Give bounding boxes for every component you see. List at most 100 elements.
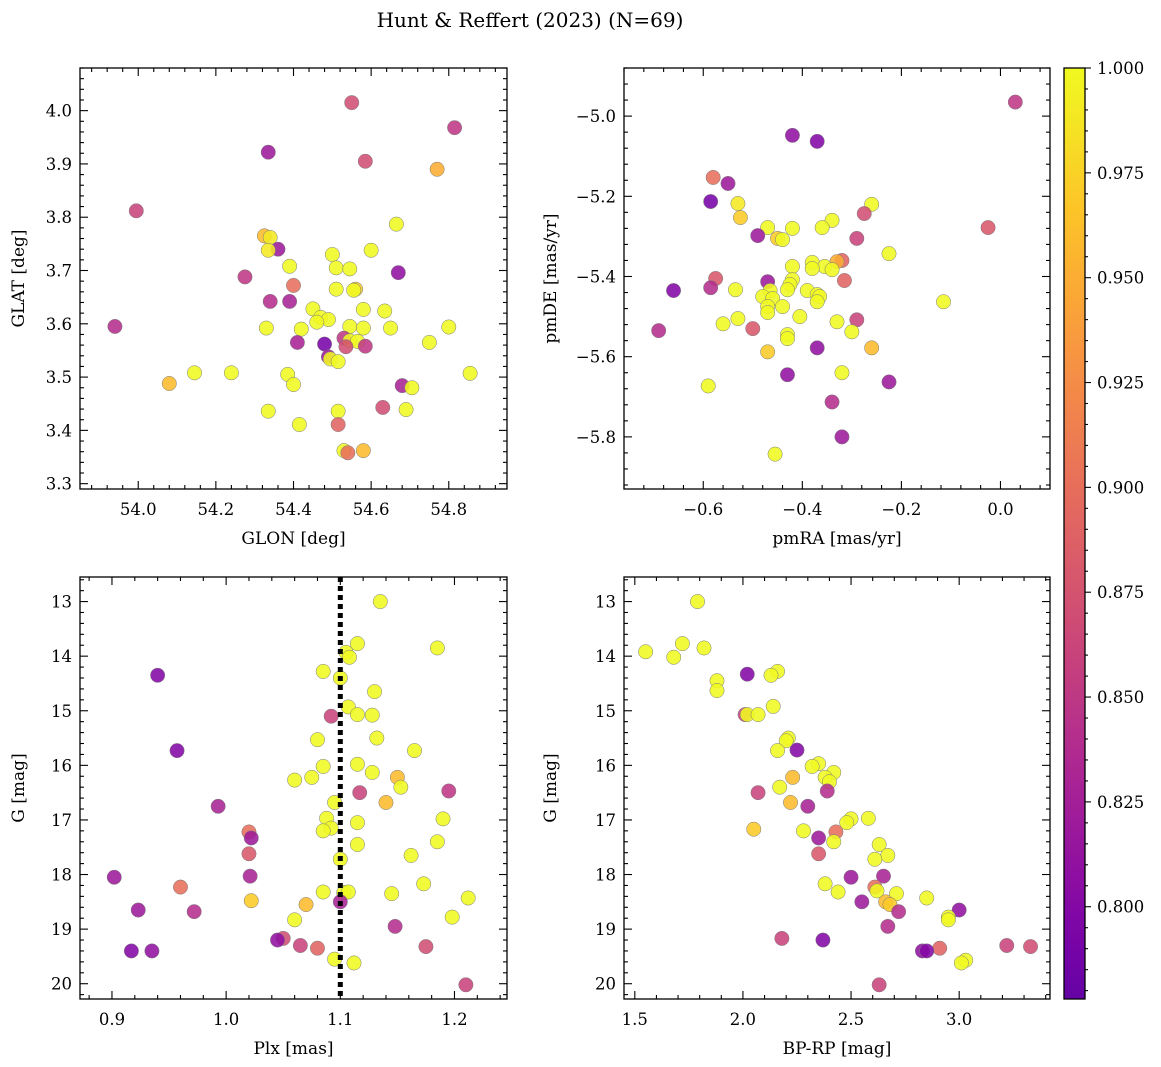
data-point bbox=[849, 230, 865, 246]
colorbar-tick-label: 0.925 bbox=[1097, 374, 1144, 393]
data-point bbox=[324, 247, 340, 262]
data-point bbox=[130, 902, 146, 918]
y-tick-label: −5.0 bbox=[576, 107, 616, 126]
data-point bbox=[346, 955, 362, 971]
colorbar-tick-label: 0.950 bbox=[1097, 269, 1144, 288]
data-point bbox=[107, 319, 123, 334]
data-point bbox=[932, 940, 948, 956]
plot-area bbox=[624, 68, 1050, 489]
data-point bbox=[315, 823, 331, 839]
data-point bbox=[462, 365, 478, 381]
data-point bbox=[817, 876, 833, 892]
y-tick-label: 3.4 bbox=[46, 421, 72, 440]
data-point bbox=[815, 932, 831, 948]
data-point bbox=[363, 242, 379, 258]
data-point bbox=[770, 743, 785, 759]
data-point bbox=[750, 707, 766, 723]
data-point bbox=[1023, 939, 1038, 955]
ticks: 1.5 2.0 2.5 3.0 13 14 15 16 17 18 19 20 bbox=[595, 577, 1050, 1029]
x-tick-label: 1.1 bbox=[327, 1010, 353, 1029]
data-point bbox=[792, 309, 808, 325]
points bbox=[106, 594, 476, 993]
data-point bbox=[856, 206, 872, 221]
data-point bbox=[826, 834, 842, 850]
data-point bbox=[867, 851, 883, 867]
data-point bbox=[767, 446, 783, 462]
data-point bbox=[357, 153, 373, 169]
data-point bbox=[150, 667, 166, 683]
data-point bbox=[293, 321, 309, 337]
figure-title: Hunt & Reffert (2023) (N=69) bbox=[377, 8, 684, 32]
y-tick-label: −5.2 bbox=[576, 187, 616, 206]
colorbar-tick-label: 0.825 bbox=[1097, 793, 1144, 812]
y-tick-label: 16 bbox=[595, 756, 616, 775]
y-axis-label: G [mag] bbox=[9, 753, 29, 822]
data-point bbox=[953, 955, 969, 971]
y-tick-label: 20 bbox=[595, 975, 616, 994]
data-point bbox=[834, 365, 850, 381]
data-point bbox=[919, 943, 935, 959]
colorbar-tick-label: 0.850 bbox=[1097, 688, 1144, 707]
data-point bbox=[349, 756, 365, 772]
y-tick-label: 14 bbox=[595, 647, 616, 666]
data-point bbox=[1007, 94, 1023, 110]
data-point bbox=[804, 261, 820, 276]
y-tick-label: 15 bbox=[51, 702, 72, 721]
data-point bbox=[291, 417, 307, 432]
x-tick-label: 1.2 bbox=[441, 1010, 467, 1029]
data-point bbox=[144, 943, 160, 959]
x-tick-label: 2.5 bbox=[838, 1010, 864, 1029]
colorbar-tick-label: 0.800 bbox=[1097, 898, 1144, 917]
data-point bbox=[864, 340, 880, 356]
data-point bbox=[123, 943, 139, 959]
data-point bbox=[282, 293, 298, 309]
data-point bbox=[824, 262, 840, 278]
data-point bbox=[364, 764, 380, 780]
data-point bbox=[262, 293, 278, 309]
data-point bbox=[811, 846, 827, 862]
data-point bbox=[809, 294, 825, 310]
data-point bbox=[732, 210, 748, 226]
data-point bbox=[315, 758, 331, 774]
data-point bbox=[750, 785, 766, 801]
y-tick-label: −5.8 bbox=[576, 428, 616, 447]
data-point bbox=[775, 299, 790, 315]
data-point bbox=[187, 365, 202, 381]
data-point bbox=[315, 884, 331, 900]
data-point bbox=[128, 203, 144, 219]
y-tick-label: 19 bbox=[51, 920, 72, 939]
y-tick-label: 17 bbox=[595, 811, 616, 830]
data-point bbox=[323, 708, 339, 724]
data-point bbox=[760, 344, 776, 360]
data-point bbox=[739, 666, 755, 682]
x-tick-label: 54.0 bbox=[120, 500, 157, 519]
data-point bbox=[330, 417, 346, 432]
data-point bbox=[638, 644, 654, 660]
data-point bbox=[237, 269, 253, 285]
y-tick-label: 18 bbox=[51, 866, 72, 885]
y-tick-label: 3.7 bbox=[46, 262, 72, 281]
data-point bbox=[298, 897, 314, 913]
data-point bbox=[407, 743, 422, 759]
data-point bbox=[881, 246, 897, 262]
x-axis-label: Plx [mas] bbox=[253, 1039, 333, 1059]
data-point bbox=[355, 320, 371, 336]
data-point bbox=[881, 374, 897, 390]
y-axis-label: G [mag] bbox=[541, 753, 561, 822]
data-point bbox=[705, 170, 721, 185]
data-point bbox=[340, 884, 356, 900]
data-point bbox=[844, 324, 860, 340]
data-point bbox=[880, 918, 896, 934]
data-point bbox=[349, 636, 365, 652]
data-point bbox=[871, 837, 887, 852]
y-tick-label: 16 bbox=[51, 756, 72, 775]
data-point bbox=[800, 798, 816, 814]
data-point bbox=[784, 259, 800, 274]
data-point bbox=[829, 314, 845, 330]
data-point bbox=[282, 258, 298, 274]
data-point bbox=[346, 282, 362, 298]
data-point bbox=[441, 783, 457, 799]
data-point bbox=[730, 196, 746, 211]
data-point bbox=[709, 683, 725, 699]
data-point bbox=[785, 769, 801, 785]
